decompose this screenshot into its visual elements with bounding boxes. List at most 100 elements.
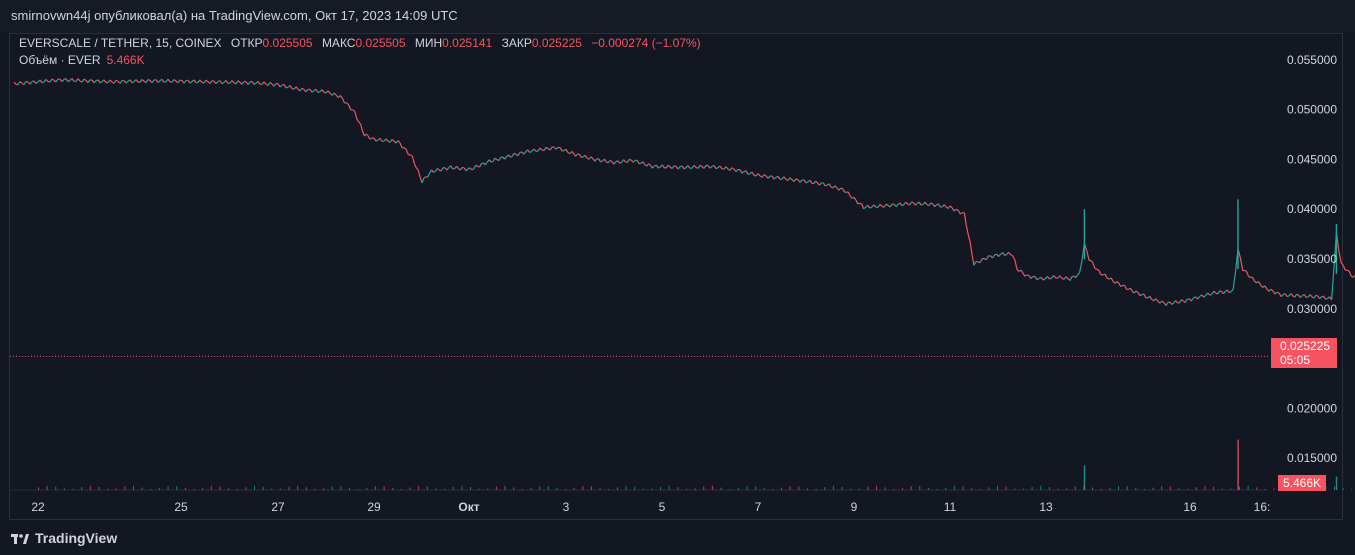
volume-bar: [1334, 486, 1335, 490]
volume-bar: [444, 488, 446, 490]
price-segment: [279, 84, 283, 88]
price-segment: [61, 78, 65, 82]
price-segment: [559, 147, 563, 152]
price-segment: [575, 153, 578, 157]
price-segment: [504, 156, 507, 160]
price-segment: [1034, 276, 1038, 281]
price-segment: [539, 147, 543, 151]
price-segment: [1065, 276, 1069, 280]
change-value: −0.000274 (−1.07%): [591, 36, 701, 50]
volume-label[interactable]: Объём · EVER: [19, 53, 101, 67]
price-segment: [301, 87, 305, 90]
volume-bar: [55, 486, 57, 490]
price-segment: [965, 225, 969, 235]
price-segment: [753, 174, 757, 177]
price-segment: [654, 164, 657, 167]
price-segment: [1104, 273, 1108, 279]
tradingview-brand[interactable]: TradingView: [11, 530, 117, 546]
price-segment: [1049, 277, 1052, 280]
price-segment: [97, 79, 101, 84]
price-segment: [1161, 300, 1165, 304]
price-segment: [475, 164, 478, 167]
price-segment: [333, 92, 337, 96]
volume-bar: [1031, 486, 1033, 490]
price-segment: [953, 208, 957, 212]
price-segment: [221, 81, 225, 85]
price-segment: [1086, 250, 1090, 261]
price-segment: [151, 79, 155, 84]
price-segment: [39, 79, 43, 84]
price-segment: [921, 203, 924, 206]
price-segment: [1226, 289, 1230, 294]
price-segment: [626, 159, 630, 163]
price-segment: [751, 171, 755, 176]
price-segment: [421, 177, 425, 184]
price-segment: [1338, 250, 1342, 264]
price-segment: [419, 176, 423, 184]
price-segment: [494, 157, 498, 161]
price-segment: [1171, 302, 1175, 306]
volume-bar: [1014, 488, 1016, 490]
price-segment: [693, 164, 697, 168]
volume-bar: [63, 488, 65, 490]
volume-bar: [340, 485, 342, 490]
price-segment: [822, 182, 826, 187]
last-price-tag: 0.025225 05:05: [1271, 338, 1337, 368]
price-segment: [793, 178, 797, 182]
volume-bar: [1109, 488, 1111, 490]
volume-bar: [98, 487, 100, 490]
price-segment: [934, 204, 937, 208]
volume-bar: [167, 486, 169, 490]
price-segment: [811, 182, 814, 185]
symbol-label[interactable]: EVERSCALE / TETHER, 15, COINEX: [19, 36, 222, 50]
price-segment: [315, 88, 319, 93]
volume-bar: [357, 488, 359, 490]
price-segment: [727, 168, 731, 171]
price-segment: [373, 137, 377, 142]
y-tick-label: 0.055000: [1287, 53, 1337, 67]
price-segment: [65, 78, 69, 82]
footer: TradingView: [0, 522, 1355, 555]
volume-value: 5.466K: [106, 53, 145, 67]
price-segment: [225, 80, 229, 84]
volume-bar: [876, 485, 878, 490]
volume-bar: [210, 485, 212, 490]
price-segment: [1181, 299, 1184, 302]
price-segment: [773, 177, 777, 180]
volume-bar: [720, 487, 722, 490]
price-segment: [327, 90, 331, 94]
price-segment: [49, 78, 53, 83]
price-segment: [1230, 288, 1234, 292]
price-segment: [555, 146, 559, 150]
price-segment: [231, 80, 235, 84]
price-segment: [1175, 300, 1178, 304]
price-segment: [725, 166, 729, 170]
volume-bar: [694, 488, 696, 490]
price-segment: [644, 164, 648, 167]
price-segment: [1246, 271, 1250, 277]
price-segment: [805, 181, 809, 184]
price-segment: [859, 202, 862, 205]
price-segment: [1120, 284, 1124, 288]
price-segment: [305, 89, 309, 93]
volume-bar: [547, 486, 549, 490]
price-segment: [1159, 300, 1163, 304]
price-segment: [456, 165, 459, 169]
price-segment: [598, 158, 602, 163]
price-segment: [824, 184, 828, 187]
price-segment: [584, 154, 588, 159]
price-segment: [241, 81, 245, 85]
volume-bar: [565, 488, 567, 490]
price-segment: [963, 212, 967, 226]
price-segment: [567, 152, 571, 155]
price-segment: [348, 104, 352, 111]
price-segment: [1118, 283, 1122, 287]
volume-bar: [470, 486, 471, 490]
volume-bar: [193, 488, 195, 490]
price-segment: [317, 91, 321, 94]
x-tick-label: 22: [31, 500, 45, 514]
open-label: ОТКР: [230, 36, 263, 50]
volume-bar: [279, 488, 281, 490]
volume-bar: [262, 486, 264, 490]
